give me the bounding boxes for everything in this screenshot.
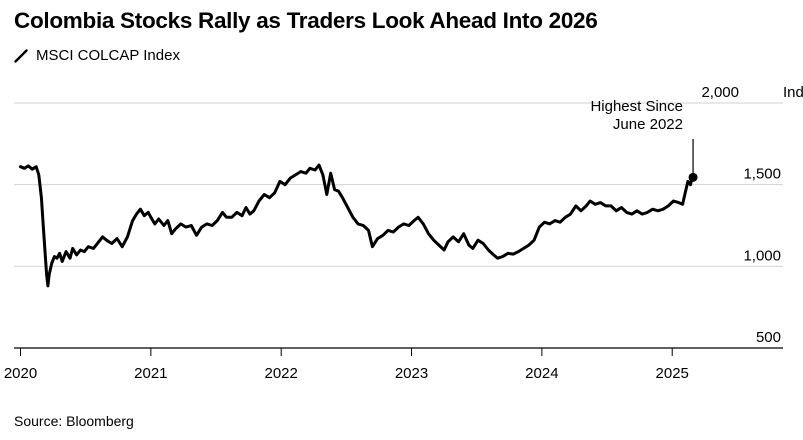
x-tick-label: 2025 [656, 365, 689, 382]
legend-label: MSCI COLCAP Index [36, 47, 180, 64]
annotation-dot [688, 172, 698, 182]
y-tick-label: 500 [756, 329, 781, 346]
x-tick-label: 2023 [395, 365, 428, 382]
annotation-layer: Highest Since June 2022 [590, 98, 698, 182]
annotation-label-line: Highest Since [590, 98, 683, 115]
annotation-label-line: June 2022 [613, 116, 683, 133]
x-tick-label: 2020 [4, 365, 37, 382]
grid-layer [14, 102, 783, 267]
legend-line-icon [14, 48, 28, 63]
axis-layer: 500 1,000 1,500 2,000 Index 2020 2021 2022 2023 2… [4, 84, 803, 382]
chart-title: Colombia Stocks Rally as Traders Look Ah… [14, 8, 598, 33]
series-line [19, 163, 695, 288]
x-tick-label: 2022 [265, 365, 298, 382]
y-tick-label: 2,000 [701, 84, 739, 101]
legend: MSCI COLCAP Index [14, 47, 180, 64]
annotation-label: Highest Since June 2022 [590, 98, 683, 133]
series-layer [19, 163, 695, 288]
y-tick-label: 1,500 [743, 166, 781, 183]
x-tick-label: 2021 [134, 365, 167, 382]
x-tick-label: 2024 [525, 365, 558, 382]
y-tick-label: 1,000 [743, 247, 781, 264]
y-unit-label: Index [783, 84, 803, 101]
source-note: Source: Bloomberg [14, 413, 134, 429]
